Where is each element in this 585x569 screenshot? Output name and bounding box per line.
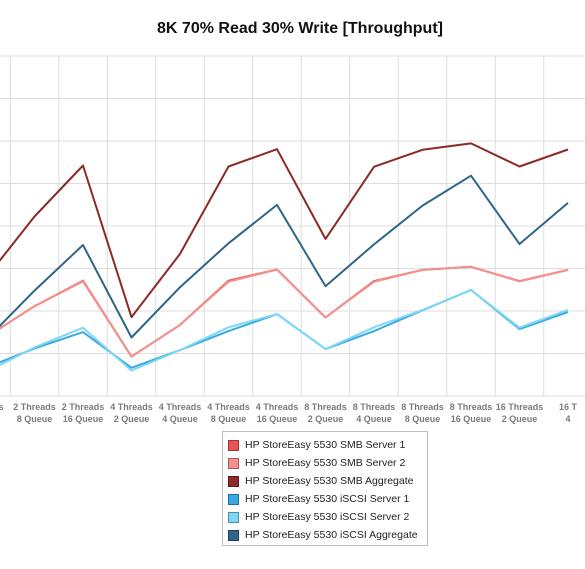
legend-item: HP StoreEasy 5530 iSCSI Server 1: [228, 490, 427, 508]
x-tick-label: 8 Threads 16 Queue: [450, 402, 493, 424]
x-tick-label: 8 Threads 2 Queue: [304, 402, 347, 424]
legend-label: HP StoreEasy 5530 iSCSI Server 1: [245, 493, 410, 505]
x-tick-label: 8 Threads 8 Queue: [401, 402, 444, 424]
grid-layer: [0, 55, 585, 397]
series-line-4: [0, 288, 569, 372]
x-tick-label: 2 Threads 8 Queue: [13, 402, 56, 424]
series-line-1: [0, 265, 569, 358]
legend-swatch: [228, 439, 239, 451]
series-layer: [0, 142, 569, 372]
x-tick-label: 2 Threads 16 Queue: [62, 402, 105, 424]
x-tick-label: ThreadsQueue: [0, 402, 4, 424]
legend-swatch: [228, 457, 239, 469]
legend-item: HP StoreEasy 5530 SMB Aggregate: [228, 472, 427, 490]
x-tick-label: 16 Threads 2 Queue: [496, 402, 544, 424]
legend-item: HP StoreEasy 5530 SMB Server 1: [228, 436, 427, 454]
series-line-2: [0, 142, 569, 319]
legend-swatch: [228, 493, 239, 505]
legend: HP StoreEasy 5530 SMB Server 1 HP StoreEa…: [222, 431, 428, 546]
x-tick-label: 4 Threads 16 Queue: [256, 402, 299, 424]
legend-label: HP StoreEasy 5530 SMB Server 1: [245, 439, 406, 451]
series-line-0: [0, 265, 569, 358]
legend-label: HP StoreEasy 5530 iSCSI Aggregate: [245, 529, 418, 541]
x-tick-label: 4 Threads 4 Queue: [159, 402, 202, 424]
legend-label: HP StoreEasy 5530 SMB Server 2: [245, 457, 406, 469]
legend-item: HP StoreEasy 5530 SMB Server 2: [228, 454, 427, 472]
legend-swatch: [228, 529, 239, 541]
legend-item: HP StoreEasy 5530 iSCSI Server 2: [228, 508, 427, 526]
legend-label: HP StoreEasy 5530 SMB Aggregate: [245, 475, 414, 487]
legend-item: HP StoreEasy 5530 iSCSI Aggregate: [228, 526, 427, 544]
x-tick-label: 8 Threads 4 Queue: [353, 402, 396, 424]
legend-swatch: [228, 511, 239, 523]
chart-title: 8K 70% Read 30% Write [Throughput]: [157, 20, 443, 37]
legend-swatch: [228, 475, 239, 487]
legend-label: HP StoreEasy 5530 iSCSI Server 2: [245, 511, 410, 523]
x-tick-label: 4 Threads 8 Queue: [207, 402, 250, 424]
series-line-5: [0, 174, 569, 339]
x-tick-label: 4 Threads 2 Queue: [110, 402, 153, 424]
